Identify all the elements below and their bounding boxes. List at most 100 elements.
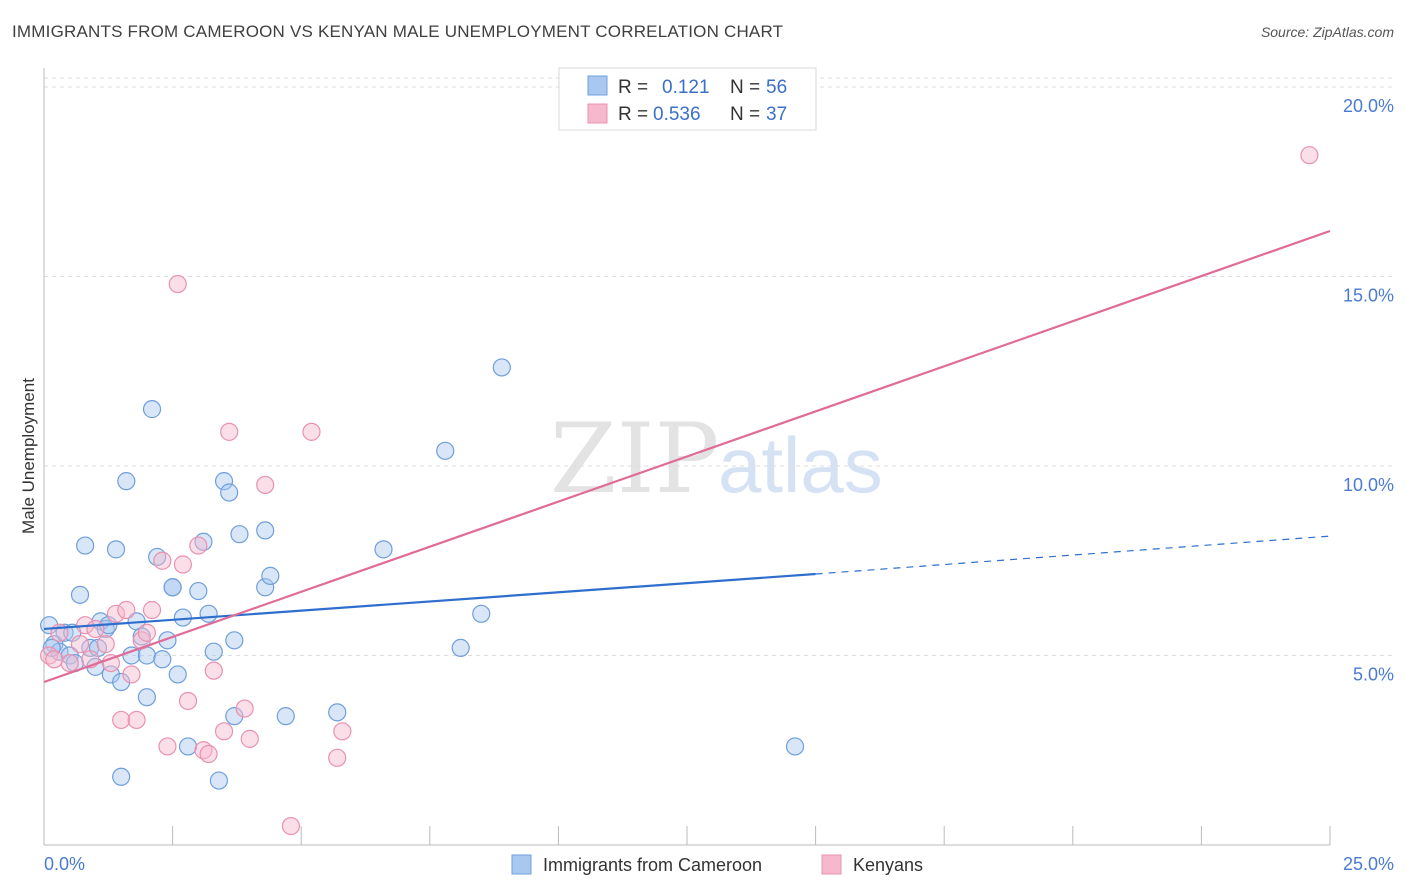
data-point — [785, 737, 805, 756]
data-point — [256, 578, 275, 597]
y-tick-labels: 5.0% 10.0% 15.0% 20.0% — [1343, 96, 1394, 685]
data-point — [106, 604, 126, 623]
data-point — [137, 646, 156, 665]
data-point — [168, 274, 187, 294]
legend-bottom-label-kenyans: Kenyans — [853, 855, 923, 875]
data-point — [112, 767, 131, 786]
legend-r-label-pink: R = — [618, 104, 648, 125]
data-point — [276, 707, 295, 726]
watermark-atlas: atlas — [718, 421, 883, 509]
data-point — [235, 699, 254, 718]
data-point — [333, 722, 352, 741]
data-point — [101, 653, 120, 673]
y-tick-label: 20.0% — [1343, 96, 1394, 116]
y-tick-label: 15.0% — [1343, 285, 1394, 305]
data-point — [112, 672, 131, 692]
legend-bottom: Immigrants from Cameroon Kenyans — [511, 854, 923, 875]
data-point — [214, 722, 234, 741]
data-point — [225, 707, 244, 726]
data-point — [281, 816, 301, 836]
trend-line-cameroon — [43, 572, 816, 631]
data-point — [70, 585, 90, 604]
trend-lines — [43, 229, 1331, 684]
data-point — [199, 744, 218, 764]
data-point — [70, 635, 90, 654]
data-point — [112, 710, 131, 730]
legend-bottom-swatch-blue — [511, 854, 532, 875]
data-point — [230, 525, 249, 544]
data-point — [122, 665, 141, 684]
data-point — [158, 737, 177, 756]
y-axis-label: Male Unemployment — [19, 378, 38, 534]
series-cameroon-points — [40, 358, 805, 790]
data-point — [76, 536, 95, 555]
data-point — [1300, 146, 1319, 165]
data-point — [96, 635, 115, 654]
data-point — [137, 688, 156, 707]
watermark-zip: ZIP — [550, 403, 719, 515]
data-point — [328, 703, 347, 722]
data-point — [225, 631, 244, 650]
data-point — [106, 540, 126, 559]
legend-n-label-pink: N = — [730, 104, 760, 125]
chart-title: IMMIGRANTS FROM CAMEROON VS KENYAN MALE … — [12, 22, 784, 41]
y-tick-label: 10.0% — [1343, 475, 1394, 495]
data-point — [328, 748, 347, 767]
data-point — [137, 623, 156, 642]
data-point — [117, 472, 136, 491]
data-point — [127, 710, 146, 730]
data-point — [168, 665, 187, 684]
legend-top-swatch-blue — [587, 75, 608, 96]
data-point — [199, 604, 218, 623]
data-point — [209, 771, 228, 790]
data-point — [220, 483, 239, 502]
data-point — [45, 650, 64, 669]
data-point — [256, 475, 275, 495]
data-point — [204, 661, 223, 680]
data-point — [189, 536, 208, 555]
data-point — [178, 691, 198, 711]
legend-bottom-label-cameroon: Immigrants from Cameroon — [543, 855, 762, 875]
legend-r-label-blue: R = — [618, 77, 648, 98]
data-point — [142, 400, 162, 419]
data-point — [142, 600, 162, 620]
data-point — [374, 540, 393, 559]
legend-bottom-swatch-pink — [821, 854, 842, 875]
x-tick-label-min: 0.0% — [44, 854, 85, 874]
data-point — [60, 653, 79, 673]
legend-n-value-blue: 56 — [766, 77, 787, 98]
data-point — [436, 441, 455, 460]
data-point — [163, 578, 182, 597]
data-point — [173, 555, 192, 574]
legend-n-value-pink: 37 — [766, 104, 787, 125]
x-ticks — [43, 826, 1331, 845]
data-point — [189, 581, 208, 601]
legend-top-swatch-pink — [587, 103, 608, 124]
legend-r-value-pink: 0.536 — [653, 104, 701, 125]
data-point — [220, 422, 239, 441]
source-label: Source: ZipAtlas.com — [1260, 24, 1394, 40]
legend-top: R = 0.121 N = 56 R = 0.536 N = 37 — [558, 67, 817, 131]
data-point — [261, 566, 280, 585]
data-point — [178, 737, 198, 756]
data-point — [240, 729, 259, 748]
legend-n-label-blue: N = — [730, 77, 760, 98]
series-kenyans-points — [40, 146, 1319, 836]
data-point — [256, 521, 275, 540]
x-tick-label-max: 25.0% — [1343, 854, 1394, 874]
trend-line-kenyans — [43, 229, 1331, 684]
data-point — [302, 422, 321, 441]
data-point — [153, 551, 172, 570]
data-point — [472, 604, 491, 623]
data-point — [214, 472, 234, 491]
data-point — [153, 650, 172, 669]
y-tick-label: 5.0% — [1353, 664, 1394, 684]
data-point — [204, 642, 223, 661]
data-point — [492, 358, 511, 377]
data-point — [451, 638, 470, 658]
data-point — [117, 600, 136, 620]
grid-lines — [44, 77, 1394, 656]
data-point — [86, 619, 105, 639]
trend-line-cameroon-extension — [815, 535, 1331, 575]
